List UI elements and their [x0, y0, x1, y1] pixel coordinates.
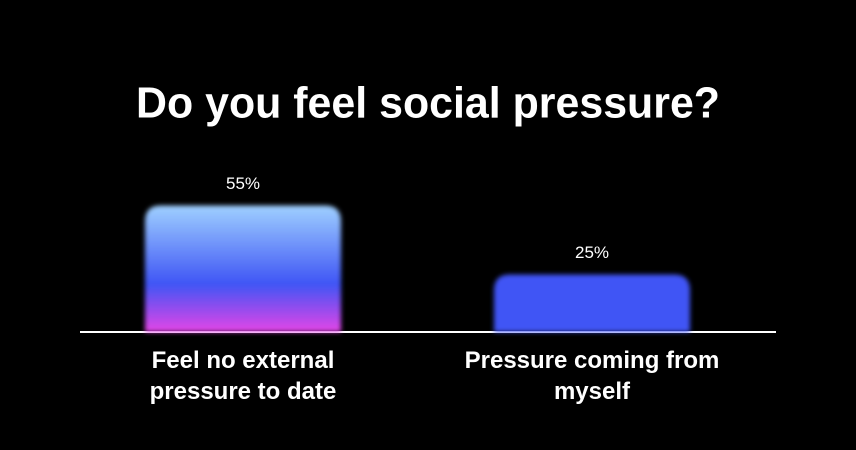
category-label: Feel no external pressure to date — [149, 347, 337, 405]
value-label: 55% — [226, 174, 260, 193]
category-label: Pressure coming from myself — [464, 347, 720, 405]
bar — [145, 205, 341, 332]
value-label: 25% — [575, 243, 609, 262]
bar — [494, 274, 690, 332]
chart-title: Do you feel social pressure? — [136, 79, 720, 128]
